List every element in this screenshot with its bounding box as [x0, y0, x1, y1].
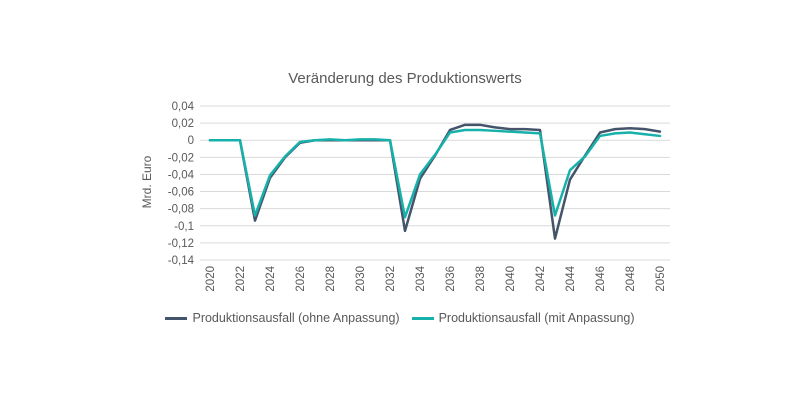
y-tick-label: 0,04 [172, 101, 195, 113]
legend-swatch-mit-anpassung [411, 316, 434, 320]
y-tick-label: -0,12 [168, 238, 194, 250]
x-tick-label: 2038 [475, 266, 487, 292]
legend-label-ohne-anpassung: Produktionsausfall (ohne Anpassung) [192, 311, 400, 325]
x-tick-label: 2044 [565, 265, 577, 291]
x-tick-label: 2046 [595, 266, 607, 292]
y-tick-label: 0 [188, 135, 194, 147]
x-tick-label: 2048 [625, 266, 637, 292]
chart-title: Veränderung des Produktionswerts [288, 70, 521, 87]
series-line-1 [208, 128, 662, 219]
series-line-0 [208, 123, 662, 240]
y-tick-label: -0,1 [174, 221, 194, 233]
x-tick-label: 2024 [265, 265, 277, 291]
legend-swatch-ohne-anpassung [165, 316, 188, 320]
x-tick-label: 2042 [535, 266, 547, 292]
x-tick-label: 2036 [445, 266, 457, 292]
y-tick-label: -0,08 [168, 204, 194, 216]
y-tick-label: -0,02 [168, 152, 194, 164]
x-tick-label: 2026 [295, 266, 307, 292]
series-lines [208, 123, 662, 240]
legend: Produktionsausfall (ohne Anpassung) Prod… [0, 311, 800, 325]
x-tick-label: 2050 [655, 266, 667, 292]
y-tick-label: -0,06 [168, 187, 194, 199]
x-tick-label: 2022 [235, 266, 247, 292]
x-tick-label: 2034 [415, 265, 427, 291]
x-tick-label: 2030 [355, 266, 367, 292]
x-tick-label: 2040 [505, 266, 517, 292]
gridlines [200, 105, 670, 261]
y-axis-label: Mrd. Euro [140, 155, 154, 208]
legend-label-mit-anpassung: Produktionsausfall (mit Anpassung) [438, 311, 635, 325]
legend-item-ohne-anpassung: Produktionsausfall (ohne Anpassung) [165, 311, 400, 325]
x-tick-label: 2020 [205, 266, 217, 292]
y-tick-label: -0,14 [168, 255, 195, 267]
x-tick-label: 2032 [385, 266, 397, 292]
y-tick-label: 0,02 [172, 118, 194, 130]
y-tick-label: -0,04 [168, 169, 195, 181]
legend-item-mit-anpassung: Produktionsausfall (mit Anpassung) [411, 311, 635, 325]
x-axis-ticks: 2020 2022 2024 2026 2028 2030 2032 2034 2036 2038… [205, 265, 667, 291]
y-axis-ticks: 0,04 0,02 0 -0,02 -0,04 -0,06 -0,08 -0,1 -0,12 -0… [168, 101, 195, 267]
x-tick-label: 2028 [325, 266, 337, 292]
